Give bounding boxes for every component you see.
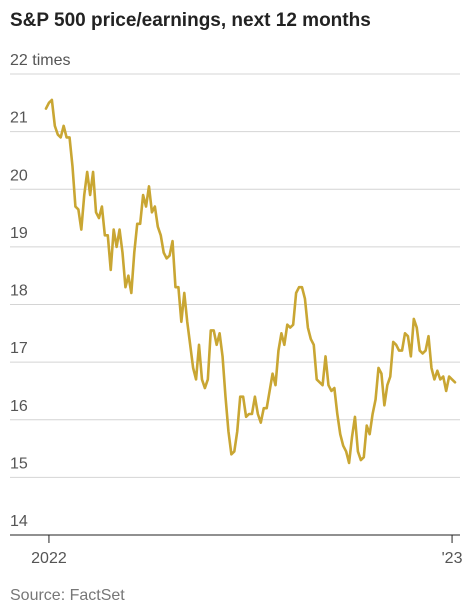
- y-tick-label: 20: [10, 167, 28, 184]
- y-tick-label: 15: [10, 455, 28, 472]
- y-tick-label: 14: [10, 513, 28, 530]
- y-tick-label: 22 times: [10, 52, 70, 69]
- y-tick-label: 17: [10, 340, 28, 357]
- y-tick-label: 21: [10, 110, 28, 127]
- x-tick-label: 2022: [31, 550, 67, 567]
- data-line: [44, 98, 457, 465]
- x-tick-label: '23: [442, 550, 463, 567]
- y-tick-label: 18: [10, 283, 28, 300]
- chart-title: S&P 500 price/earnings, next 12 months: [10, 10, 371, 31]
- y-tick-label: 19: [10, 225, 28, 242]
- source: Source: FactSet: [10, 587, 125, 604]
- y-tick-label: 16: [10, 398, 28, 415]
